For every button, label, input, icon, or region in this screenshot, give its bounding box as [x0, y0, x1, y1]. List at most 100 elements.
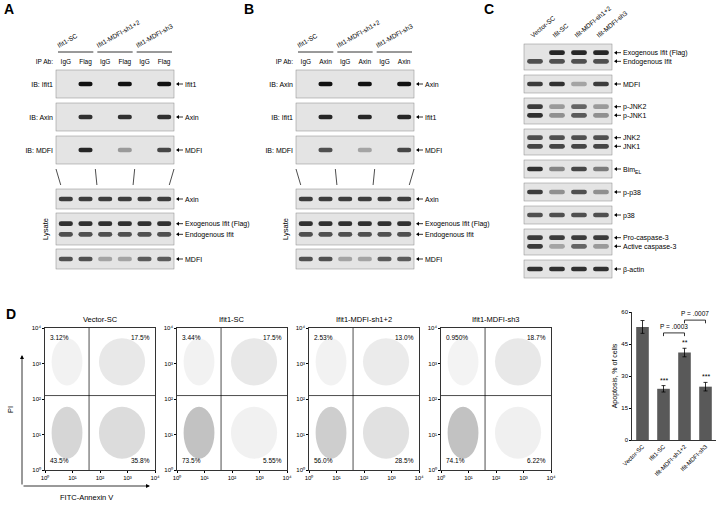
svg-text:45: 45: [621, 341, 628, 347]
svg-text:IP Ab:: IP Ab:: [36, 58, 53, 65]
svg-text:Axin: Axin: [319, 58, 332, 65]
svg-text:10⁰: 10⁰: [428, 466, 437, 473]
svg-text:10⁴: 10⁴: [150, 475, 160, 481]
svg-text:10³: 10³: [428, 361, 437, 367]
svg-text:P = .0007: P = .0007: [681, 310, 709, 317]
svg-text:10⁰: 10⁰: [32, 466, 41, 473]
svg-text:***: ***: [702, 373, 710, 380]
svg-text:Ifit-MDFI-sh1+2: Ifit-MDFI-sh1+2: [654, 443, 688, 477]
svg-text:Lysate: Lysate: [41, 218, 50, 240]
svg-text:IB: Ifit1: IB: Ifit1: [271, 114, 293, 121]
svg-text:Endogenous Ifit: Endogenous Ifit: [425, 231, 474, 239]
svg-text:30: 30: [621, 373, 628, 379]
svg-text:Ifit1-SC: Ifit1-SC: [219, 315, 245, 324]
svg-text:10⁰: 10⁰: [437, 474, 446, 481]
svg-text:10²: 10²: [32, 396, 41, 402]
svg-text:Exogenous Ifit (Flag): Exogenous Ifit (Flag): [425, 220, 490, 228]
svg-text:C: C: [484, 1, 494, 17]
svg-text:Endogenous Ifit: Endogenous Ifit: [185, 231, 234, 239]
svg-text:15: 15: [621, 405, 628, 411]
svg-text:10¹: 10¹: [68, 475, 77, 481]
svg-text:Axin: Axin: [398, 58, 411, 65]
svg-text:Lysate: Lysate: [281, 218, 290, 240]
svg-text:**: **: [682, 339, 688, 346]
svg-text:10³: 10³: [32, 361, 41, 367]
svg-text:Exogenous Ifit (Flag): Exogenous Ifit (Flag): [185, 220, 250, 228]
svg-text:JNK1: JNK1: [623, 143, 640, 150]
svg-text:10²: 10²: [492, 475, 501, 481]
svg-text:13.0%: 13.0%: [395, 334, 414, 341]
svg-text:10³: 10³: [123, 475, 132, 481]
svg-text:10¹: 10¹: [200, 475, 209, 481]
svg-text:IgG: IgG: [379, 58, 389, 66]
svg-text:IgG: IgG: [301, 58, 311, 66]
svg-text:17.5%: 17.5%: [263, 334, 282, 341]
svg-text:Axin: Axin: [425, 81, 439, 88]
svg-text:Ifit1-MDFI-sh3: Ifit1-MDFI-sh3: [135, 22, 174, 49]
svg-text:Ifit1-SC: Ifit1-SC: [56, 32, 79, 49]
svg-text:p-JNK2: p-JNK2: [623, 103, 646, 111]
svg-text:IB: MDFI: IB: MDFI: [25, 147, 53, 154]
svg-text:60: 60: [621, 309, 628, 315]
svg-text:A: A: [4, 1, 14, 17]
svg-text:Axin: Axin: [185, 196, 199, 203]
svg-text:Pro-caspase-3: Pro-caspase-3: [623, 234, 669, 242]
svg-text:IB: Axin: IB: Axin: [269, 81, 293, 88]
svg-text:10³: 10³: [164, 361, 173, 367]
svg-text:FITC-Annexin V: FITC-Annexin V: [60, 493, 113, 502]
svg-text:Exogenous Ifit (Flag): Exogenous Ifit (Flag): [623, 49, 688, 57]
svg-text:Ifit1-MDFI-sh1+2: Ifit1-MDFI-sh1+2: [335, 18, 381, 49]
svg-text:10²: 10²: [360, 475, 369, 481]
svg-text:10²: 10²: [164, 396, 173, 402]
svg-text:18.7%: 18.7%: [527, 334, 546, 341]
svg-text:MDFI: MDFI: [425, 256, 442, 263]
svg-text:10⁰: 10⁰: [164, 466, 173, 473]
svg-text:10⁴: 10⁴: [546, 475, 556, 481]
svg-text:10¹: 10¹: [32, 432, 41, 438]
svg-text:3.12%: 3.12%: [50, 334, 69, 341]
svg-text:Endogenous Ifit: Endogenous Ifit: [623, 58, 672, 66]
svg-text:10⁰: 10⁰: [296, 466, 305, 473]
svg-text:IgG: IgG: [139, 58, 149, 66]
svg-text:Ifit-MDFI-sh1+2: Ifit-MDFI-sh1+2: [573, 4, 612, 39]
svg-text:P = .0003: P = .0003: [660, 323, 688, 330]
svg-text:10¹: 10¹: [332, 475, 341, 481]
svg-text:JNK2: JNK2: [623, 134, 640, 141]
svg-text:6.22%: 6.22%: [527, 457, 546, 464]
svg-text:Ifit1-MDFI-sh3: Ifit1-MDFI-sh3: [472, 315, 520, 324]
svg-text:PI: PI: [6, 406, 15, 413]
svg-text:35.8%: 35.8%: [131, 457, 150, 464]
svg-text:p-p38: p-p38: [623, 189, 641, 197]
svg-text:0: 0: [625, 437, 629, 443]
svg-text:10¹: 10¹: [428, 432, 437, 438]
svg-text:10³: 10³: [519, 475, 528, 481]
svg-text:MDFI: MDFI: [623, 81, 640, 88]
svg-text:Ifit1-MDFI-sh3: Ifit1-MDFI-sh3: [375, 22, 414, 49]
svg-text:Ifit-SC: Ifit-SC: [551, 22, 570, 39]
svg-text:BimEL: BimEL: [623, 166, 641, 176]
svg-text:Apoptosis, % of cells: Apoptosis, % of cells: [611, 343, 619, 408]
svg-text:IB: Axin: IB: Axin: [29, 114, 53, 121]
svg-text:10³: 10³: [296, 361, 305, 367]
svg-text:10¹: 10¹: [164, 432, 173, 438]
svg-text:Ifit1-SC: Ifit1-SC: [648, 443, 667, 462]
svg-text:p-JNK1: p-JNK1: [623, 112, 646, 120]
svg-text:10⁴: 10⁴: [428, 325, 438, 331]
svg-text:p38: p38: [623, 212, 635, 220]
svg-text:2.53%: 2.53%: [314, 334, 333, 341]
svg-text:Vector-SC: Vector-SC: [83, 315, 118, 324]
svg-text:β-actin: β-actin: [623, 266, 644, 274]
svg-text:Active caspase-3: Active caspase-3: [623, 243, 676, 251]
svg-text:10⁴: 10⁴: [296, 325, 306, 331]
svg-text:IP Ab:: IP Ab:: [276, 58, 293, 65]
svg-text:10²: 10²: [228, 475, 237, 481]
svg-text:10²: 10²: [96, 475, 105, 481]
svg-text:10⁴: 10⁴: [32, 325, 42, 331]
svg-text:10⁰: 10⁰: [305, 474, 314, 481]
svg-text:Ifit1: Ifit1: [185, 81, 196, 88]
svg-text:MDFI: MDFI: [185, 256, 202, 263]
svg-text:Ifit1-MDFI-sh1+2: Ifit1-MDFI-sh1+2: [95, 18, 141, 49]
svg-text:10²: 10²: [296, 396, 305, 402]
svg-text:Ifit1: Ifit1: [425, 114, 436, 121]
svg-text:Ifit-MDFI-sh3: Ifit-MDFI-sh3: [595, 9, 629, 39]
